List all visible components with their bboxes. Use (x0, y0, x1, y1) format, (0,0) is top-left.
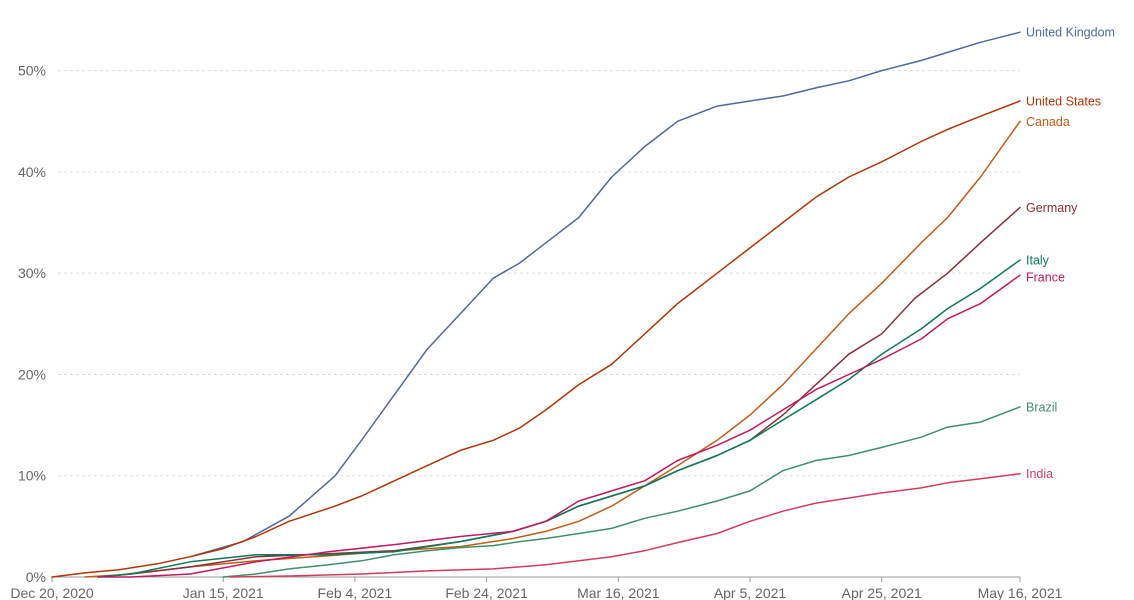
x-tick-label: May 16, 2021 (978, 585, 1063, 600)
series-label-india: India (1026, 467, 1053, 481)
x-tick-label: Dec 20, 2020 (10, 585, 93, 600)
x-tick-label: Jan 15, 2021 (183, 585, 264, 600)
x-tick-label: Apr 5, 2021 (714, 585, 787, 600)
series-line-france (97, 274, 1021, 578)
series-label-brazil: Brazil (1026, 400, 1057, 414)
x-tick-label: Apr 25, 2021 (842, 585, 922, 600)
series-label-united-kingdom: United Kingdom (1026, 26, 1115, 40)
series-line-canada (84, 120, 1021, 578)
series-line-india (229, 472, 1021, 578)
series-line-united-kingdom (189, 31, 1021, 558)
y-tick-label: 10% (18, 468, 46, 484)
y-axis-tick-labels: 0% 10% 20% 30% 40% 50% (18, 63, 46, 585)
series-labels: United Kingdom United States Canada Germany… (1026, 26, 1115, 482)
gridlines (58, 70, 1020, 477)
y-tick-label: 40% (18, 164, 46, 180)
series-line-brazil (222, 406, 1021, 578)
series-label-germany: Germany (1026, 201, 1078, 215)
series-lines (51, 31, 1021, 578)
series-line-united-states (51, 100, 1021, 578)
series-label-canada: Canada (1026, 115, 1070, 129)
axes (51, 576, 1021, 582)
series-label-italy: Italy (1026, 254, 1050, 268)
y-tick-label: 0% (26, 569, 46, 585)
x-tick-label: Feb 24, 2021 (445, 585, 528, 600)
y-tick-label: 20% (18, 366, 46, 382)
series-label-united-states: United States (1026, 95, 1101, 109)
y-tick-label: 30% (18, 265, 46, 281)
x-axis-tick-labels: Dec 20, 2020 Jan 15, 2021 Feb 4, 2021 Feb 2… (10, 585, 1062, 600)
series-label-france: France (1026, 271, 1065, 285)
x-tick-label: Feb 4, 2021 (318, 585, 393, 600)
x-tick-label: Mar 16, 2021 (577, 585, 660, 600)
series-line-germany (97, 206, 1021, 578)
series-line-italy (97, 259, 1021, 578)
y-tick-label: 50% (18, 63, 46, 79)
